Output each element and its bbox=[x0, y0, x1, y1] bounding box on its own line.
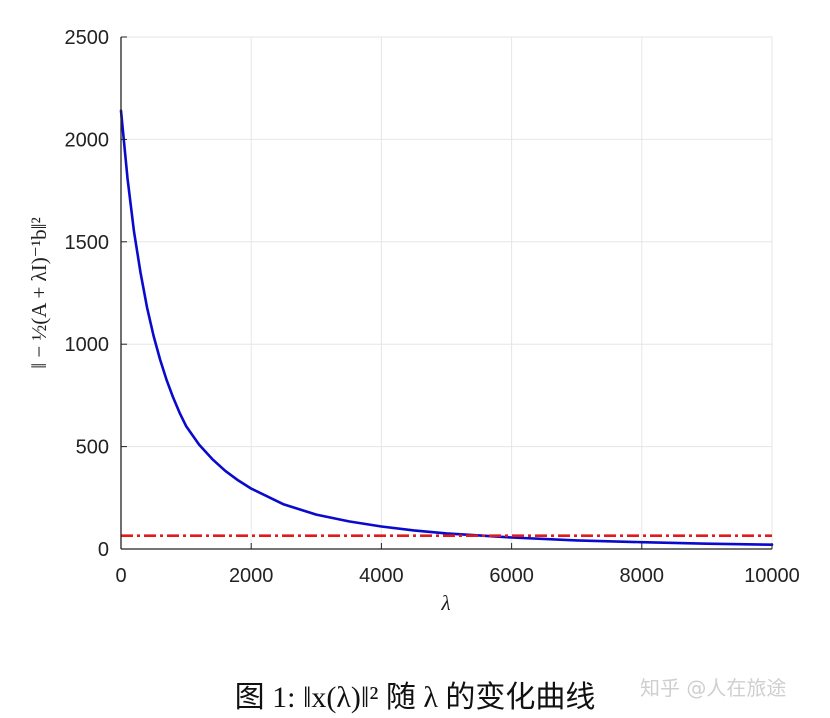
x-tick-label: 0 bbox=[115, 565, 126, 587]
y-tick-label: 2000 bbox=[65, 129, 110, 151]
norm-curve bbox=[119, 109, 774, 547]
y-tick-label: 1500 bbox=[65, 232, 110, 254]
grid-lines bbox=[120, 36, 773, 550]
tick-layer: 0 2000 4000 6000 8000 10000 0 500 1000 1500 2000 25… bbox=[65, 27, 800, 587]
x-tick-label: 6000 bbox=[489, 565, 534, 587]
chart: 0 2000 4000 6000 8000 10000 0 500 1000 1500 2000 25… bbox=[27, 27, 800, 615]
y-tick-label: 0 bbox=[98, 539, 109, 561]
y-tick-label: 2500 bbox=[65, 27, 110, 49]
watermark: 知乎 @人在旅途 bbox=[640, 676, 787, 700]
x-axis-label: λ bbox=[440, 591, 450, 615]
x-tick-label: 2000 bbox=[229, 565, 274, 587]
y-axis-label: ‖ − ½(A + λI)⁻¹b‖² bbox=[27, 217, 51, 369]
x-tick-label: 10000 bbox=[744, 565, 800, 587]
plot-area bbox=[120, 36, 773, 550]
y-tick-label: 1000 bbox=[65, 334, 110, 356]
figure-caption: 图 1: ‖x(λ)‖² 随 λ 的变化曲线 bbox=[234, 681, 596, 714]
x-tick-label: 4000 bbox=[359, 565, 404, 587]
x-tick-label: 8000 bbox=[620, 565, 665, 587]
series-layer bbox=[119, 109, 774, 547]
y-tick-label: 500 bbox=[76, 437, 109, 459]
